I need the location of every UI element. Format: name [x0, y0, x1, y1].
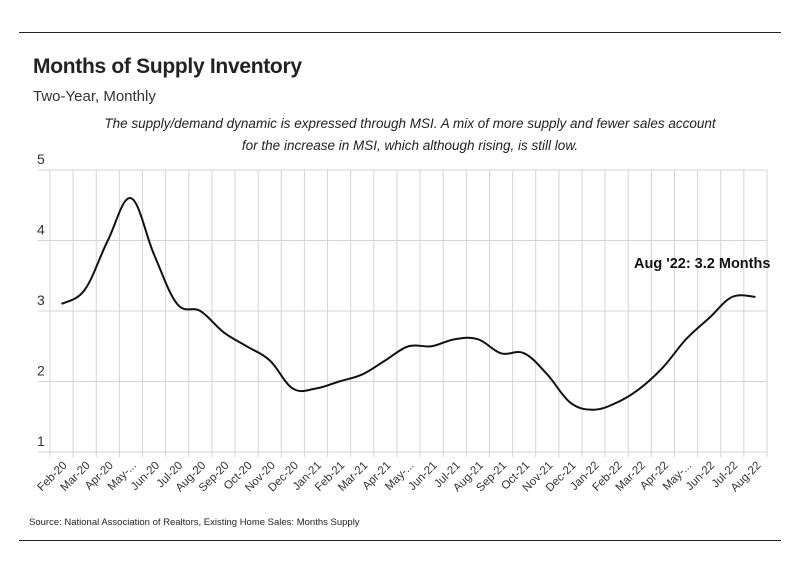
y-tick-label: 1	[37, 433, 45, 449]
y-tick-label: 2	[37, 363, 45, 379]
y-tick-label: 5	[37, 151, 45, 167]
bottom-rule	[19, 540, 781, 541]
y-tick-label: 3	[37, 292, 45, 308]
y-tick-label: 4	[37, 222, 45, 238]
source-note: Source: National Association of Realtors…	[29, 517, 360, 528]
annotation-label: Aug '22: 3.2 Months	[634, 256, 770, 272]
chart-title: Months of Supply Inventory	[33, 55, 302, 78]
top-rule	[19, 32, 781, 33]
chart-subtitle: Two-Year, Monthly	[33, 88, 156, 105]
chart-note: The supply/demand dynamic is expressed t…	[104, 116, 716, 153]
